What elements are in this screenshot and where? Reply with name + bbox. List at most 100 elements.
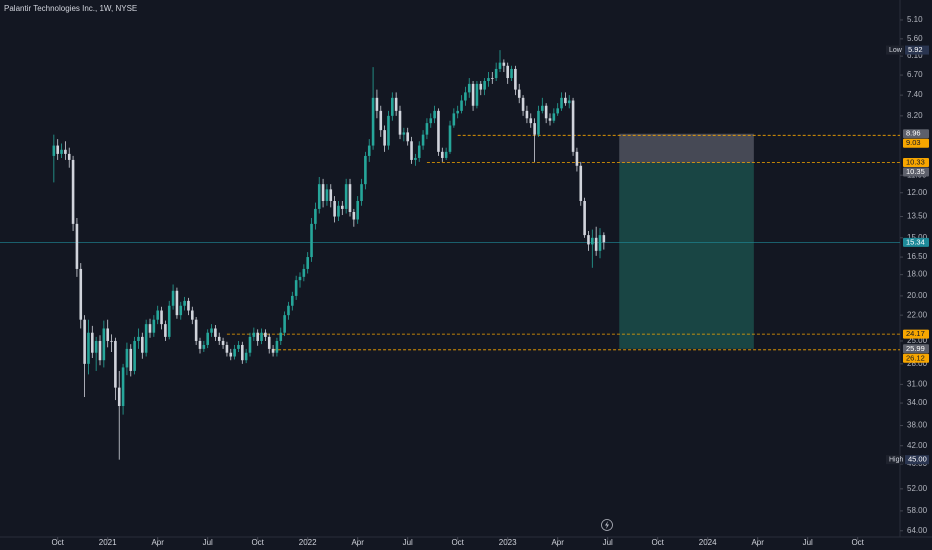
- y-tick-label: 18.00: [907, 270, 928, 279]
- candle-body: [498, 62, 502, 69]
- candle-body: [348, 184, 352, 212]
- candle-body: [379, 110, 383, 131]
- candle-body: [375, 97, 379, 111]
- candle-body: [264, 332, 267, 337]
- x-tick-label: Jul: [603, 538, 613, 547]
- price-badge-label: 9.03: [906, 138, 921, 147]
- candle-body: [341, 205, 344, 209]
- candle-body: [567, 100, 571, 104]
- icon-ring: [601, 519, 613, 531]
- candle-body: [114, 340, 117, 388]
- candle-body: [541, 105, 544, 111]
- candle-body: [587, 235, 590, 245]
- candle-body: [233, 348, 236, 357]
- candle-body: [217, 336, 221, 341]
- candle-body: [475, 83, 479, 106]
- candle-body: [102, 328, 106, 361]
- x-tick-label: 2024: [699, 538, 717, 547]
- candle-body: [394, 97, 398, 111]
- y-tick-label: 38.00: [907, 421, 928, 430]
- price-badge: [903, 138, 929, 148]
- icon-bolt: [605, 521, 609, 529]
- target-zone: [619, 162, 754, 349]
- candle-body: [337, 205, 340, 217]
- high-badge: [905, 455, 929, 465]
- candle-body: [210, 328, 213, 333]
- candle-body: [275, 340, 279, 353]
- candle-body: [56, 145, 59, 154]
- price-badge-label: 10.35: [906, 167, 925, 176]
- lightning-icon[interactable]: [601, 519, 613, 531]
- candle-body: [110, 340, 113, 342]
- candle-body: [87, 332, 90, 364]
- candle-body: [364, 155, 367, 185]
- candle-body: [556, 108, 559, 114]
- x-tick-label: 2022: [299, 538, 317, 547]
- y-tick-label: 12.00: [907, 188, 928, 197]
- plot-area: [0, 50, 900, 460]
- x-tick-label: Apr: [351, 538, 364, 547]
- candle-body: [564, 97, 567, 104]
- candle-body: [141, 336, 144, 353]
- candle-body: [398, 110, 402, 135]
- candle-body: [491, 78, 494, 79]
- candle-body: [479, 83, 483, 90]
- y-tick-label: 22.00: [907, 310, 928, 319]
- x-tick-label: Jul: [803, 538, 813, 547]
- x-tick-label: Oct: [51, 538, 64, 547]
- candle-body: [129, 348, 133, 371]
- price-badge-label: 10.33: [906, 157, 925, 166]
- candle-body: [502, 62, 506, 66]
- x-tick-label: 2023: [499, 538, 517, 547]
- price-axis: 5.105.606.106.707.408.2011.0012.0013.501…: [886, 15, 929, 535]
- y-tick-label: 64.00: [907, 526, 928, 535]
- x-tick-label: Oct: [451, 538, 464, 547]
- candle-body: [525, 110, 529, 119]
- candle-body: [371, 97, 375, 146]
- candle-body: [214, 328, 217, 337]
- candle-body: [529, 118, 533, 124]
- candle-body: [248, 336, 252, 353]
- candle-body: [267, 336, 271, 349]
- price-badge-label: 8.96: [906, 129, 921, 138]
- candle-body: [533, 123, 536, 135]
- candle-body: [67, 153, 71, 160]
- candle-body: [133, 340, 136, 371]
- candle-body: [202, 344, 206, 349]
- candle-body: [310, 223, 313, 258]
- candle-body: [79, 268, 83, 320]
- candle-body: [433, 110, 436, 119]
- high-badge-name: [886, 455, 904, 465]
- candle-body: [583, 200, 586, 236]
- candle-body: [321, 184, 325, 201]
- candle-body: [333, 200, 336, 217]
- y-tick-label: 7.40: [907, 90, 923, 99]
- price-badge: [903, 157, 929, 167]
- y-tick-label: 6.10: [907, 51, 923, 60]
- x-tick-label: Jul: [203, 538, 213, 547]
- stop-zone: [619, 133, 754, 163]
- candle-body: [206, 332, 209, 345]
- price-badge: [903, 167, 929, 177]
- candle-body: [417, 145, 421, 158]
- candle-body: [121, 367, 125, 407]
- low-value: 5.92: [908, 45, 923, 54]
- x-tick-label: Apr: [751, 538, 764, 547]
- y-tick-label: 34.00: [907, 398, 928, 407]
- candle-body: [471, 83, 475, 106]
- candle-body: [137, 336, 140, 341]
- candle-body: [352, 211, 356, 220]
- price-badge: [903, 237, 929, 247]
- price-badge-label: 15.34: [906, 237, 925, 246]
- y-tick-label: 20.00: [907, 291, 928, 300]
- high-value: 45.00: [908, 455, 927, 464]
- price-badge: [903, 353, 929, 363]
- candle-body: [241, 344, 244, 361]
- candle-body: [156, 310, 159, 320]
- candle-body: [591, 237, 594, 245]
- candle-body: [521, 97, 525, 111]
- candle-body: [467, 83, 471, 93]
- price-badge-label: 24.17: [906, 329, 925, 338]
- candle-body: [125, 348, 129, 368]
